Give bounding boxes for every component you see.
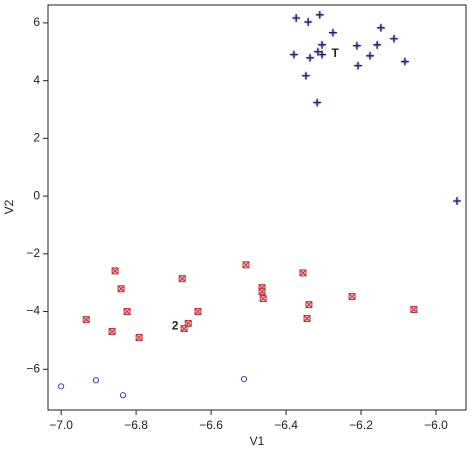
y-axis-label: V2 [2,199,16,214]
point [400,57,409,66]
marker-part [373,40,382,49]
marker-part [453,197,462,206]
point [306,53,315,62]
marker-part [111,267,119,275]
marker-part [289,50,298,59]
y-tick-label: 6 [33,15,40,29]
marker-part [301,71,310,80]
marker-part [303,315,311,322]
point [92,377,100,384]
point [242,261,250,269]
marker-part [82,316,90,324]
x-tick-label: −6.2 [349,418,373,432]
point [108,327,116,335]
marker-part [304,18,313,27]
marker-part [180,325,188,332]
point [328,28,337,37]
marker-part [299,269,307,277]
marker-part [354,61,363,70]
marker-part [318,50,327,59]
marker-part [194,308,202,315]
y-tick-label: −2 [26,246,40,260]
point [318,40,327,49]
point [289,50,298,59]
marker-part [390,34,399,43]
point [240,376,248,383]
point [348,293,356,301]
marker-part [352,41,361,50]
marker-part [305,301,313,308]
marker-part [328,28,337,37]
point [305,301,313,309]
x-tick-label: −6.8 [124,418,148,432]
x-tick-label: −6.6 [199,418,223,432]
point [304,18,313,27]
annotation: T [331,46,339,60]
marker-part [108,328,116,335]
point [117,285,125,293]
point [410,306,418,314]
point [111,267,119,275]
point [303,314,311,322]
marker-part [410,306,418,313]
marker-part [117,285,125,293]
point [119,392,127,399]
marker-part [318,40,327,49]
marker-part [240,376,248,383]
point [258,288,266,296]
point [259,295,267,303]
plot-frame [47,4,467,411]
point [366,51,375,60]
marker-part [123,308,131,315]
marker-part [313,47,322,56]
point [352,41,361,50]
x-axis-label: V1 [250,434,265,448]
point [376,23,385,32]
y-tick-label: 4 [33,73,40,87]
y-tick-label: 2 [33,131,40,145]
y-tick-label: 0 [33,188,40,202]
marker-part [292,13,301,22]
point [178,275,186,283]
point [313,98,322,107]
point [180,325,188,333]
marker-part [92,377,100,384]
marker-part [259,295,267,302]
marker-part [306,53,315,62]
point [58,383,65,390]
point [194,308,202,316]
point [373,40,382,49]
marker-part [242,261,250,269]
point [315,10,324,19]
point [453,197,462,206]
point [292,13,301,22]
point [313,47,322,56]
point [299,269,307,277]
point [390,34,399,43]
marker-part [135,334,143,341]
x-tick-label: −7.0 [49,418,73,432]
annotation: 2 [172,319,179,333]
point [123,308,131,316]
marker-part [178,275,186,283]
point [82,316,90,324]
marker-part [119,392,127,399]
marker-part [313,98,322,107]
x-tick-label: −6.0 [424,418,448,432]
marker-part [258,288,266,296]
marker-part [376,23,385,32]
x-tick-label: −6.4 [274,418,298,432]
point [301,71,310,80]
marker-part [348,293,356,300]
marker-part [315,10,324,19]
y-tick-label: −4 [26,304,40,318]
y-tick-label: −6 [26,361,40,375]
marker-part [366,51,375,60]
point [135,334,143,342]
marker-part [400,57,409,66]
point [354,61,363,70]
marker-part [58,383,65,390]
